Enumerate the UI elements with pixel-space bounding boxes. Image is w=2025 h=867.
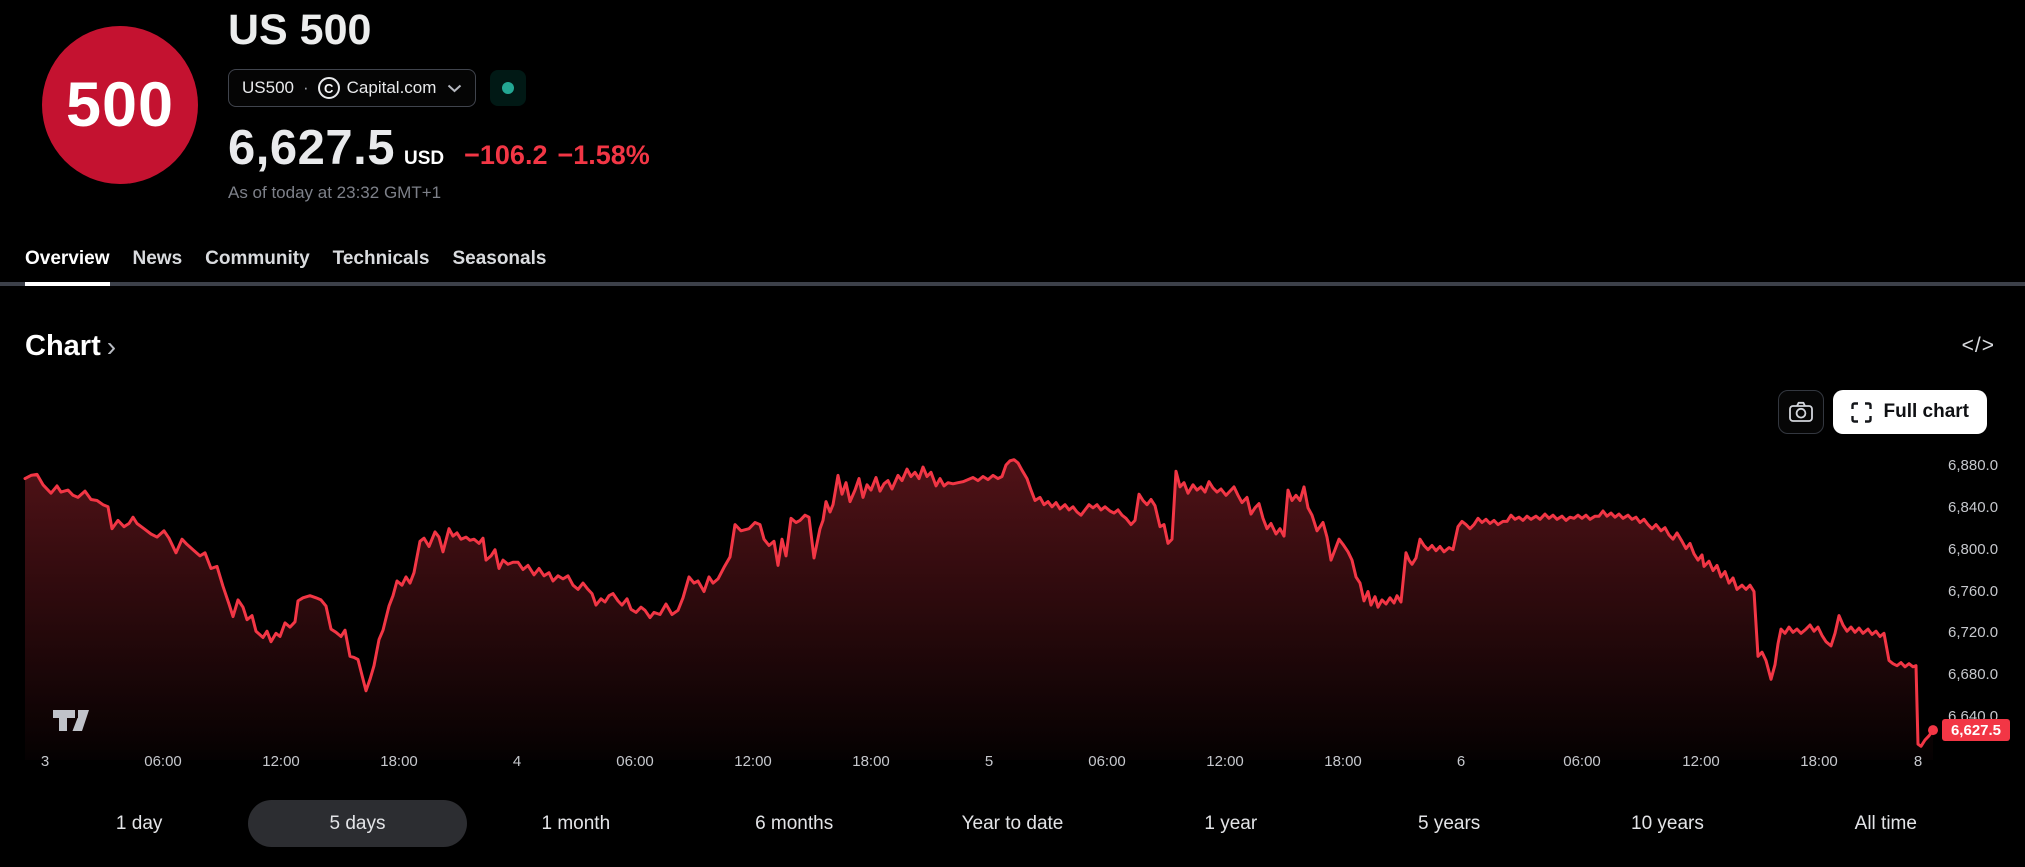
range-1-year[interactable]: 1 year: [1122, 800, 1340, 847]
tradingview-logo-icon[interactable]: [53, 710, 97, 731]
range-year-to-date[interactable]: Year to date: [903, 800, 1121, 847]
range-6-months[interactable]: 6 months: [685, 800, 903, 847]
chevron-right-icon: ›: [106, 330, 117, 362]
full-chart-label: Full chart: [1883, 401, 1969, 422]
x-axis-label: 18:00: [1800, 753, 1838, 770]
tab-overview[interactable]: Overview: [25, 248, 110, 286]
provider-name: Capital.com: [346, 78, 437, 98]
x-axis-label: 18:00: [852, 753, 890, 770]
tab-news[interactable]: News: [132, 248, 183, 269]
range-all-time[interactable]: All time: [1777, 800, 1995, 847]
capitalcom-logo-icon: C: [317, 77, 340, 100]
chart-price-line: [23, 458, 1935, 748]
chevron-down-icon: [448, 84, 462, 93]
market-status-button[interactable]: [490, 70, 527, 107]
price-change-abs: −106.2: [464, 140, 548, 171]
fullscreen-icon: [1851, 401, 1873, 423]
page-title: US 500: [228, 6, 372, 54]
chart-section-title: Chart: [25, 330, 101, 362]
price-value: 6,627.5: [228, 121, 395, 176]
y-axis-label: 6,880.0: [1948, 457, 1999, 474]
x-axis-label: 06:00: [1563, 753, 1601, 770]
x-axis-label: 6: [1456, 753, 1466, 770]
chart-toolbar: Full chart: [1778, 390, 1987, 434]
y-axis-label: 6,840.0: [1948, 498, 1999, 516]
x-axis-label: 06:00: [1088, 753, 1126, 770]
tabs-underline-track: [0, 282, 2025, 286]
x-axis-label: 12:00: [1206, 753, 1244, 770]
chart-plot[interactable]: [23, 450, 1945, 770]
x-axis-label: 12:00: [262, 753, 300, 770]
symbol-ticker: US500: [242, 78, 294, 98]
symbol-logo: 500: [42, 26, 198, 184]
x-axis-label: 5: [984, 753, 994, 770]
x-axis-label: 8: [1913, 753, 1923, 770]
range-10-years[interactable]: 10 years: [1558, 800, 1776, 847]
symbol-source-dropdown[interactable]: US500 · C Capital.com: [228, 69, 477, 108]
range-1-month[interactable]: 1 month: [467, 800, 685, 847]
last-price-tag: 6,627.5: [1942, 719, 2010, 742]
x-axis-label: 4: [512, 753, 522, 770]
tab-seasonals[interactable]: Seasonals: [452, 248, 547, 269]
y-axis-label: 6,760.0: [1948, 582, 1999, 600]
symbol-header: US 500 US500 · C Capital.com 6,627.5 USD…: [228, 6, 650, 203]
x-axis-label: 06:00: [144, 753, 182, 770]
separator-dot: ·: [302, 78, 309, 98]
market-open-dot-icon: [502, 82, 515, 95]
full-chart-button[interactable]: Full chart: [1833, 390, 1987, 434]
price-change: −106.2 −1.58%: [464, 140, 650, 171]
camera-icon: [1789, 401, 1814, 422]
tab-community[interactable]: Community: [205, 248, 310, 269]
x-axis-label: 3: [40, 753, 50, 770]
embed-code-icon[interactable]: </>: [1961, 334, 1995, 357]
y-axis-label: 6,680.0: [1948, 666, 1999, 684]
x-axis-label: 12:00: [1682, 753, 1720, 770]
x-axis-label: 12:00: [734, 753, 772, 770]
range-5-years[interactable]: 5 years: [1340, 800, 1558, 847]
range-1-day[interactable]: 1 day: [30, 800, 248, 847]
price-chart[interactable]: 6,880.0 6,840.0 6,800.0 6,760.0 6,720.0 6,680…: [0, 450, 2025, 780]
tab-technicals[interactable]: Technicals: [332, 248, 430, 269]
x-axis-label: 18:00: [1324, 753, 1362, 770]
section-tabs: Overview News Community Technicals Seaso…: [0, 248, 2025, 286]
snapshot-button[interactable]: [1778, 390, 1825, 434]
date-range-selector: 1 day 5 days 1 month 6 months Year to da…: [30, 800, 1995, 847]
y-axis-label: 6,800.0: [1948, 540, 1999, 558]
chart-section-link[interactable]: Chart ›: [25, 330, 116, 363]
x-axis-label: 18:00: [380, 753, 418, 770]
symbol-logo-text: 500: [65, 70, 175, 140]
price-change-pct: −1.58%: [557, 140, 650, 171]
last-price-dot-icon: [1928, 725, 1938, 736]
y-axis-label: 6,720.0: [1948, 624, 1999, 642]
x-axis-label: 06:00: [616, 753, 654, 770]
price-currency: USD: [404, 148, 445, 170]
range-5-days[interactable]: 5 days: [248, 800, 467, 847]
chart-area-fill: [25, 459, 1933, 760]
as-of-timestamp: As of today at 23:32 GMT+1: [228, 183, 442, 203]
price-row: 6,627.5 USD −106.2 −1.58%: [228, 120, 650, 176]
